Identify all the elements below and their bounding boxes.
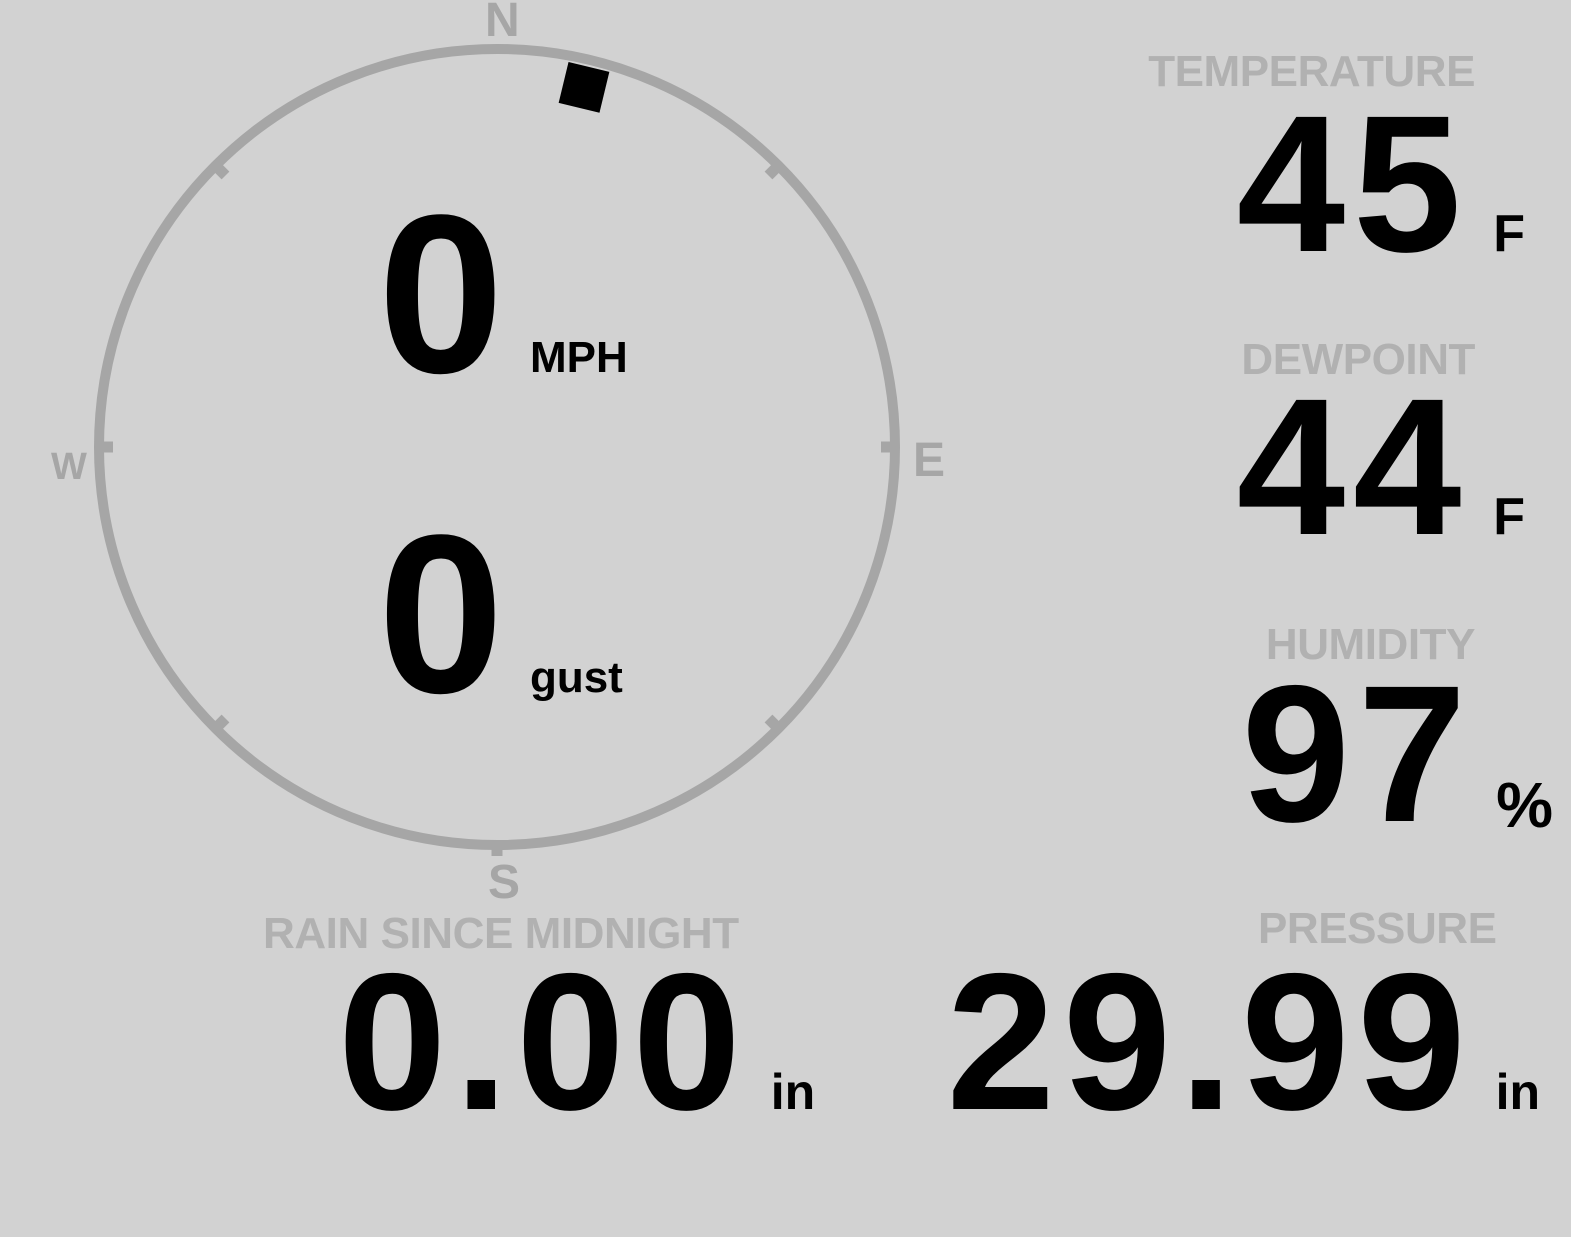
humidity-value: 97 xyxy=(1241,645,1475,863)
stat-pressure: 29.99 in xyxy=(946,933,1540,1151)
compass-label-south: S xyxy=(488,856,521,909)
wind-gust-value: 0 xyxy=(378,487,506,740)
temperature-label: TEMPERATURE xyxy=(1148,47,1475,96)
stat-rain: 0.00 in xyxy=(338,933,816,1151)
compass-tick-marks xyxy=(95,158,899,856)
wind-speed-value: 0 xyxy=(378,167,506,420)
humidity-label: HUMIDITY xyxy=(1265,620,1476,669)
humidity-unit: % xyxy=(1496,769,1553,841)
wind-speed: 0 MPH xyxy=(378,167,628,420)
pressure-value: 29.99 xyxy=(946,933,1474,1151)
wind-direction-indicator xyxy=(558,62,610,113)
stat-dewpoint: DEWPOINT 44 F xyxy=(1236,335,1525,576)
wind-gust: 0 gust xyxy=(378,487,623,740)
wind-speed-unit: MPH xyxy=(529,333,628,382)
pressure-label: PRESSURE xyxy=(1258,904,1497,953)
stat-humidity: HUMIDITY 97 % xyxy=(1241,620,1553,863)
temperature-value-row: 45 F xyxy=(1236,75,1525,293)
rain-value: 0.00 xyxy=(338,933,749,1151)
stat-temperature: TEMPERATURE 45 F xyxy=(1148,47,1525,293)
rain-label: RAIN SINCE MIDNIGHT xyxy=(263,909,739,958)
wind-gust-unit: gust xyxy=(529,653,623,702)
compass-label-west: W xyxy=(51,446,87,488)
humidity-value-row: 97 % xyxy=(1241,645,1553,863)
dewpoint-label: DEWPOINT xyxy=(1241,335,1475,384)
dewpoint-unit: F xyxy=(1493,488,1525,546)
rain-unit: in xyxy=(770,1064,816,1120)
pressure-unit: in xyxy=(1495,1064,1540,1120)
temperature-unit: F xyxy=(1493,205,1525,263)
compass-label-east: E xyxy=(913,434,946,487)
temperature-value: 45 xyxy=(1236,75,1470,293)
dewpoint-value-row: 44 F xyxy=(1236,358,1525,576)
dewpoint-value: 44 xyxy=(1236,358,1470,576)
compass-label-north: N xyxy=(485,0,520,47)
